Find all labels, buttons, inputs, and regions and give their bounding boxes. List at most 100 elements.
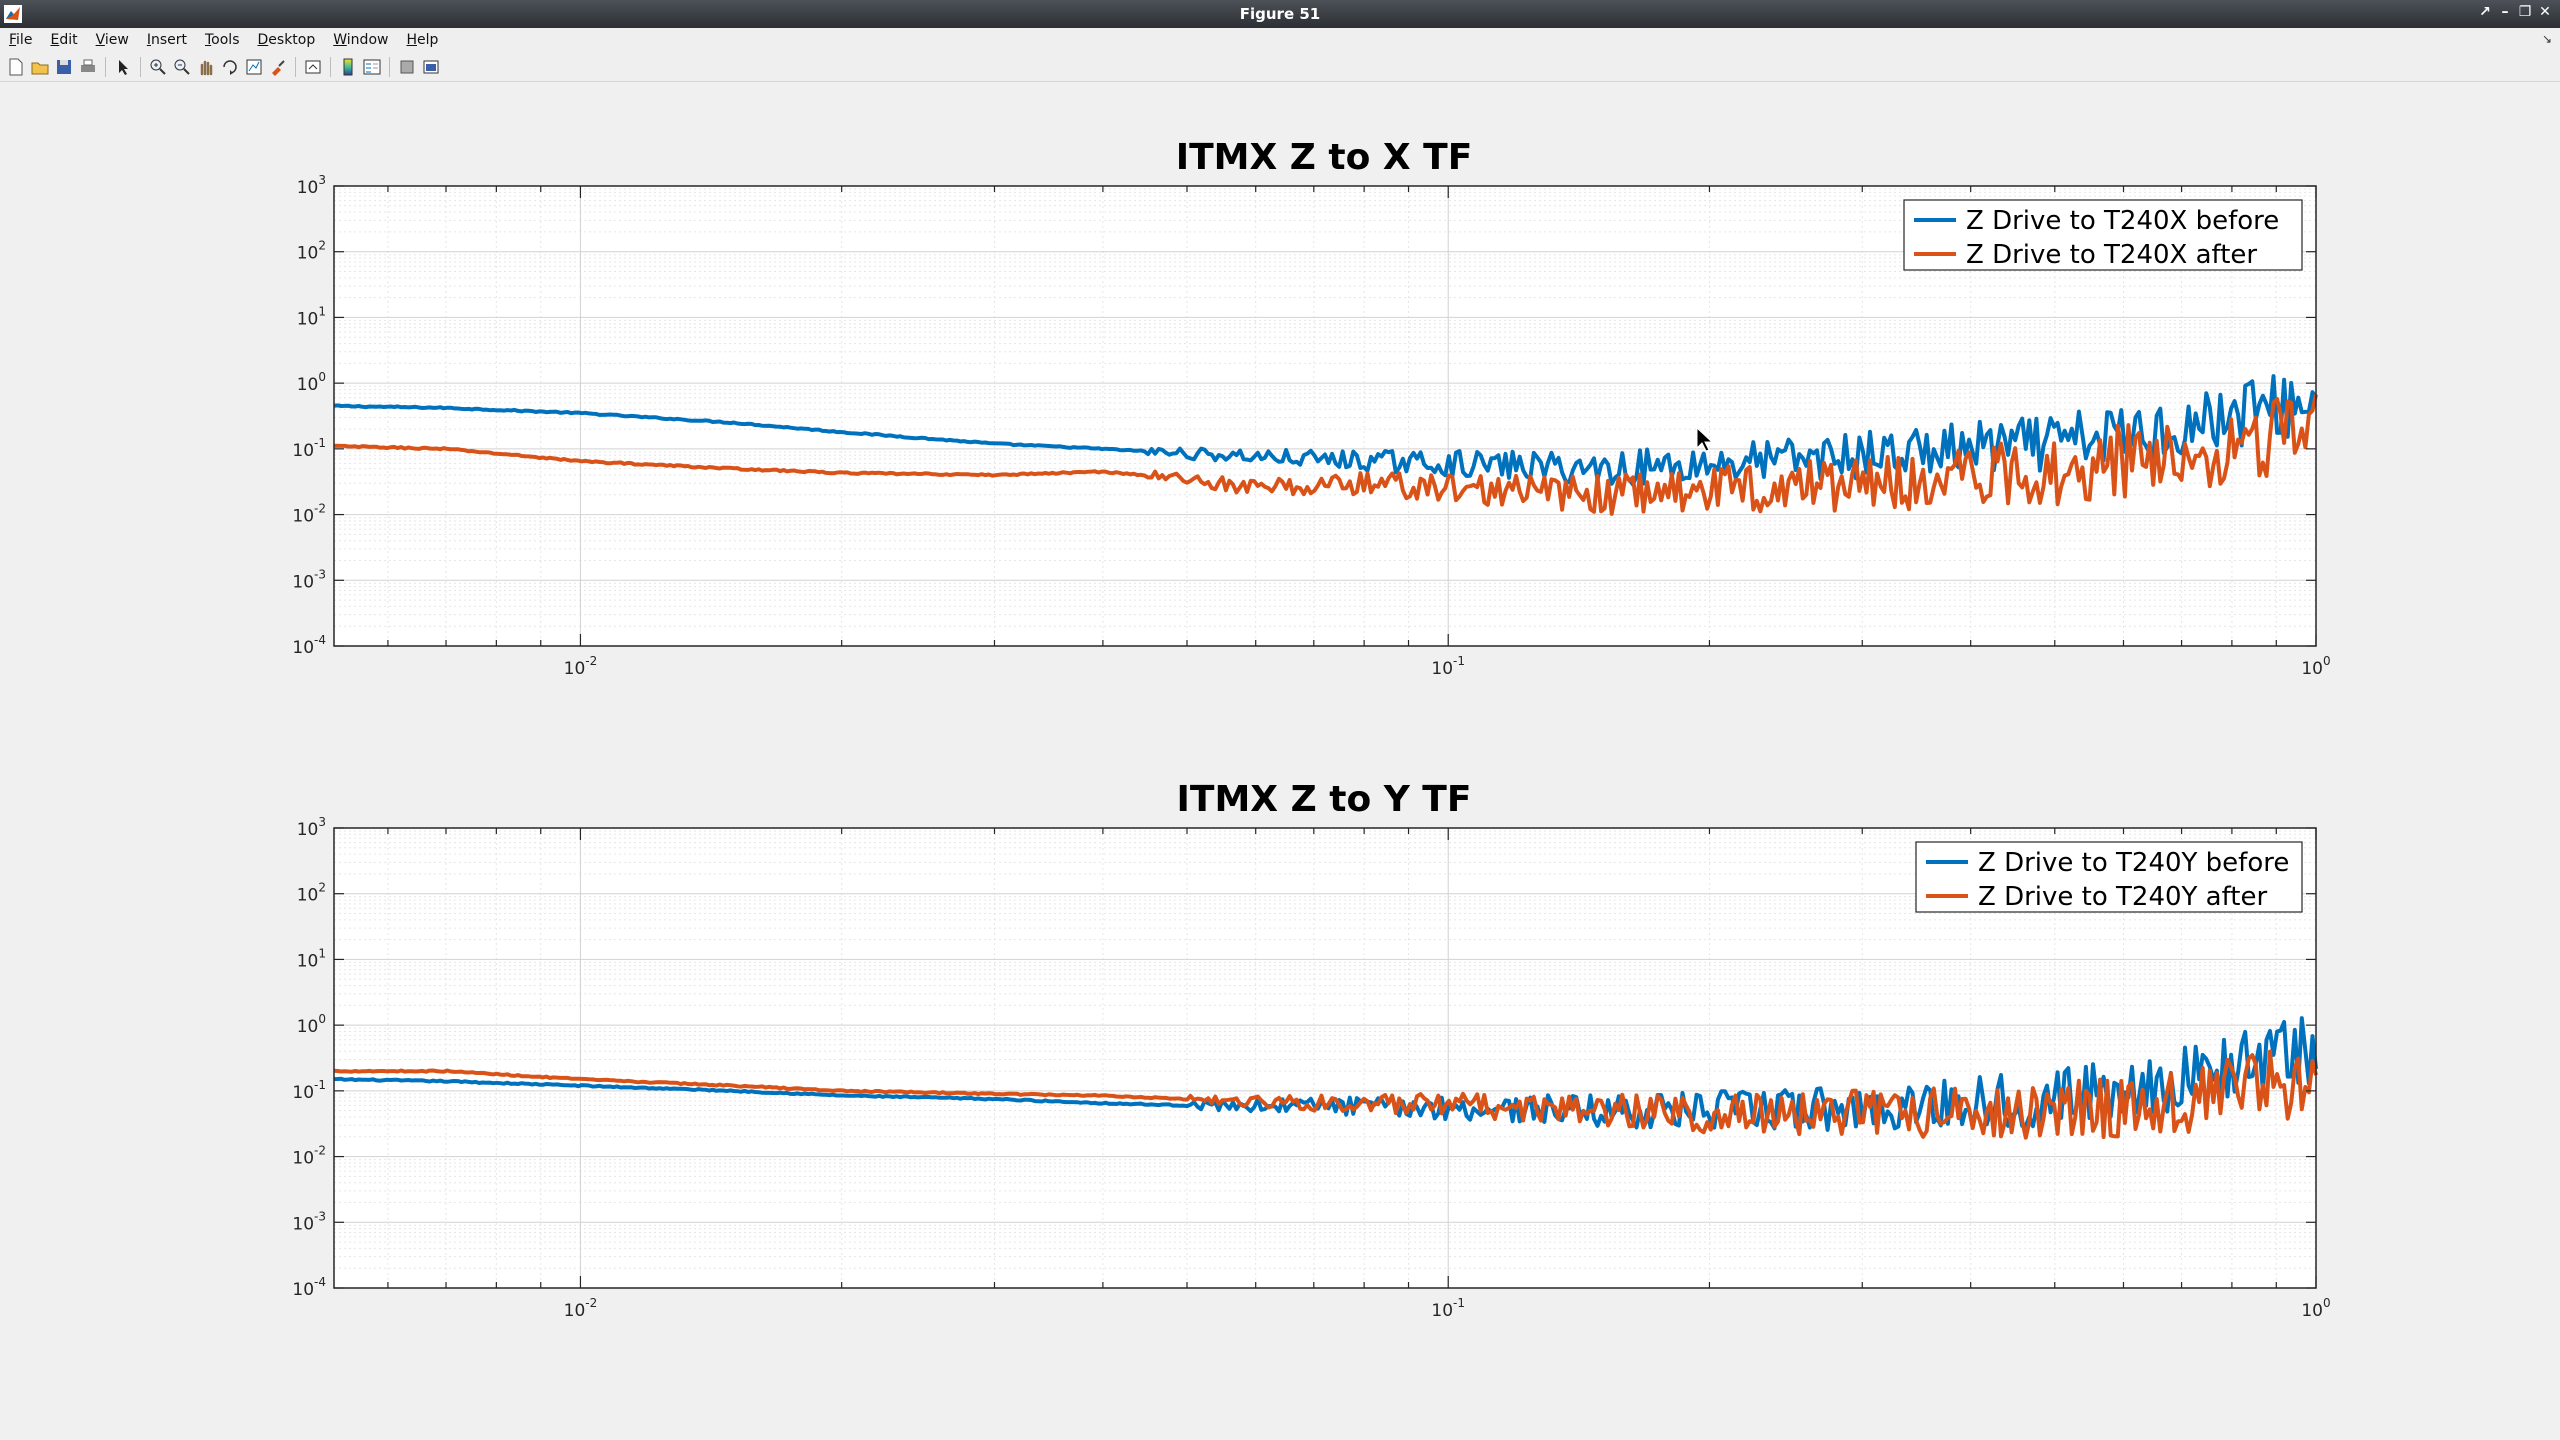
legend-entry: Z Drive to T240Y before (1978, 848, 2289, 878)
data-cursor-button[interactable] (244, 57, 264, 77)
pan-icon (200, 60, 213, 75)
chart-title: ITMX Z to X TF (1176, 137, 1473, 178)
y-tick-label-exponent: -4 (314, 1275, 326, 1289)
y-tick-label-base: 10 (297, 309, 319, 329)
x-tick-label-exponent: -1 (1453, 1296, 1465, 1310)
y-tick-label-exponent: 3 (318, 173, 326, 187)
x-tick-label-exponent: -1 (1453, 654, 1465, 668)
zoom-out-icon (174, 59, 190, 75)
new-file-icon (9, 58, 23, 75)
menu-help[interactable]: Help (406, 32, 439, 48)
window-title: Figure 51 (1239, 5, 1321, 23)
menubar-arrow-icon[interactable]: ↘ (2541, 32, 2552, 46)
x-tick-label-base: 10 (1431, 1301, 1453, 1321)
x-tick-label-exponent: -2 (585, 654, 597, 668)
legend-button[interactable] (362, 57, 382, 77)
save-icon (57, 59, 71, 74)
y-tick-label-base: 10 (292, 572, 314, 592)
chart-1: 10-2 10-1 10010-410-310-210-1100101102103I… (292, 137, 2330, 679)
y-tick-label: 10-1 (292, 436, 326, 461)
mouse-cursor-icon (1696, 426, 1714, 452)
y-tick-label-exponent: 2 (318, 881, 326, 895)
y-tick-label: 101 (297, 304, 326, 329)
y-tick-label: 10-2 (292, 1144, 326, 1169)
minimize-icon[interactable]: – (2501, 4, 2509, 20)
y-tick-label-base: 10 (292, 1083, 314, 1103)
menu-file[interactable]: File (9, 32, 33, 48)
toolbar-separator (330, 56, 331, 77)
menu-bar: File Edit View Insert Tools Desktop Window Help… (0, 28, 2560, 52)
legend[interactable]: Z Drive to T240X before Z Drive to T240X … (1903, 199, 2303, 271)
y-tick-label-exponent: 0 (318, 1012, 326, 1026)
dock-button[interactable] (421, 57, 441, 77)
y-tick-label-base: 10 (292, 441, 314, 461)
y-tick-label-base: 10 (292, 1149, 314, 1169)
y-tick-label-base: 10 (297, 375, 319, 395)
legend[interactable]: Z Drive to T240Y before Z Drive to T240Y … (1915, 841, 2303, 913)
brush-button[interactable] (268, 57, 288, 77)
print-button[interactable] (78, 57, 98, 77)
menu-desktop[interactable]: Desktop (257, 32, 316, 48)
colorbar-button[interactable] (338, 57, 358, 77)
matlab-logo-icon (4, 5, 22, 23)
y-tick-label-exponent: 0 (318, 370, 326, 384)
y-tick-label-base: 10 (292, 507, 314, 527)
zoom-in-button[interactable] (148, 57, 168, 77)
y-tick-label-exponent: -2 (314, 1144, 326, 1158)
y-tick-label: 102 (297, 881, 326, 906)
y-tick-label-base: 10 (297, 886, 319, 906)
link-icon (305, 60, 321, 73)
figure-canvas: 10-2 10-1 10010-410-310-210-1100101102103I… (292, 137, 2330, 1321)
hide-tools-button[interactable] (397, 57, 417, 77)
toolbar-separator (105, 56, 106, 77)
y-tick-label: 10-4 (292, 1275, 326, 1300)
y-tick-label-exponent: 3 (318, 815, 326, 829)
menu-insert[interactable]: Insert (146, 32, 187, 48)
open-file-button[interactable] (30, 57, 50, 77)
menu-edit[interactable]: Edit (50, 32, 78, 48)
new-file-button[interactable] (6, 57, 26, 77)
window-controls: ↗ – ❐ ✕ (2478, 4, 2552, 20)
pan-button[interactable] (196, 57, 216, 77)
y-tick-label-base: 10 (297, 1017, 319, 1037)
figure-toolbar (0, 52, 2560, 82)
x-tick-label-base: 10 (2301, 659, 2323, 679)
x-tick-label-exponent: 0 (2323, 1296, 2331, 1310)
x-tick-label: 10-2 (564, 1296, 598, 1321)
zoom-out-button[interactable] (172, 57, 192, 77)
y-tick-label-exponent: 1 (318, 304, 326, 318)
close-icon[interactable]: ✕ (2539, 4, 2551, 20)
save-button[interactable] (54, 57, 74, 77)
menu-view[interactable]: View (95, 32, 129, 48)
y-tick-label-exponent: -4 (314, 633, 326, 647)
toolbar-separator (140, 56, 141, 77)
y-tick-label: 102 (297, 239, 326, 264)
menu-window[interactable]: Window (333, 32, 389, 48)
minor-grid (334, 828, 2316, 1288)
legend-entry: Z Drive to T240Y after (1978, 882, 2267, 912)
toolbar-separator (295, 56, 296, 77)
y-tick-label-base: 10 (297, 244, 319, 264)
undock-icon[interactable]: ↗ (2479, 4, 2491, 20)
link-button[interactable] (303, 57, 323, 77)
y-tick-label-base: 10 (297, 951, 319, 971)
series-line-2 (333, 1049, 2318, 1140)
menu-tools[interactable]: Tools (204, 32, 240, 48)
open-file-icon (31, 62, 49, 74)
x-tick-label-base: 10 (2301, 1301, 2323, 1321)
rotate-button[interactable] (220, 57, 240, 77)
pointer-button[interactable] (113, 57, 133, 77)
data-cursor-icon (246, 59, 262, 74)
y-tick-label: 100 (297, 370, 326, 395)
restore-icon[interactable]: ❐ (2518, 4, 2532, 20)
y-tick-label-exponent: -3 (314, 1209, 326, 1223)
x-tick-label: 100 (2301, 1296, 2330, 1321)
x-tick-label-exponent: -2 (585, 1296, 597, 1310)
y-tick-label: 10-3 (292, 567, 326, 592)
axes-box (333, 185, 2317, 647)
x-tick-label-exponent: 0 (2323, 654, 2331, 668)
y-tick-label: 10-2 (292, 502, 326, 527)
legend-entry: Z Drive to T240X after (1966, 240, 2257, 270)
y-tick-label-base: 10 (297, 820, 319, 840)
x-tick-label-base: 10 (1431, 659, 1453, 679)
